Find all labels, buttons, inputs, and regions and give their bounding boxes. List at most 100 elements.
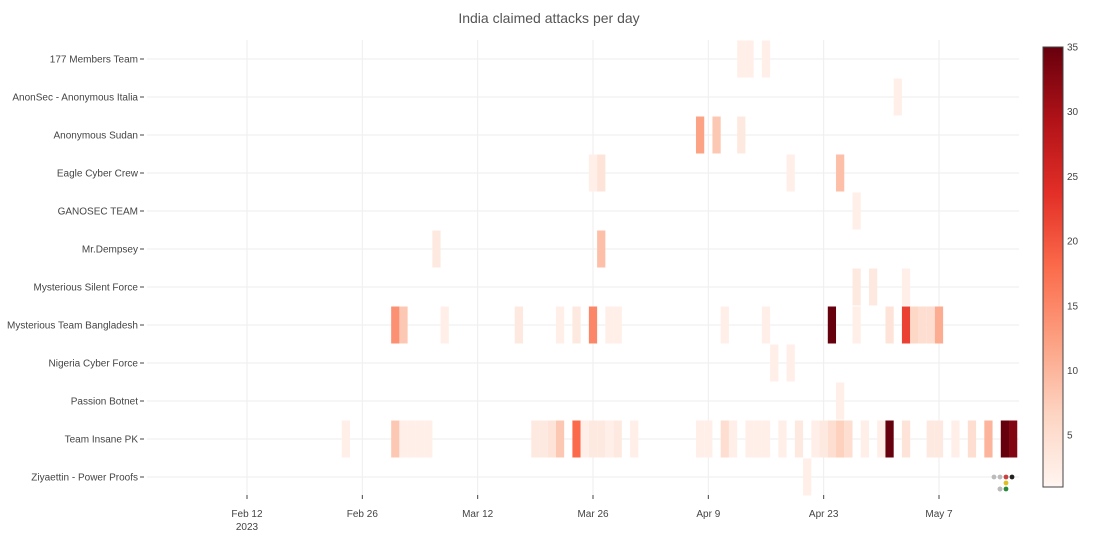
heatmap-cell[interactable]	[877, 420, 886, 458]
y-tick-label: Anonymous Sudan	[53, 131, 138, 142]
heatmap-cell[interactable]	[926, 420, 935, 458]
heatmap-cell[interactable]	[605, 306, 614, 344]
heatmap-cell[interactable]	[737, 116, 746, 154]
heatmap-cell[interactable]	[424, 420, 433, 458]
heatmap-cell[interactable]	[1009, 420, 1018, 458]
heatmap-cell[interactable]	[539, 420, 548, 458]
heatmap-cell[interactable]	[399, 420, 408, 458]
heatmap-cell[interactable]	[761, 40, 771, 78]
heatmap-cell[interactable]	[811, 420, 820, 458]
heatmap-cell[interactable]	[547, 420, 556, 458]
toolbar-dot-icon[interactable]	[1003, 486, 1009, 492]
heatmap-cell[interactable]	[588, 420, 598, 458]
heatmap-cell[interactable]	[794, 420, 804, 458]
chart-toolbar[interactable]	[991, 474, 1015, 492]
heatmap-cell[interactable]	[836, 420, 845, 458]
heatmap-cell[interactable]	[745, 40, 754, 78]
chart-title: India claimed attacks per day	[458, 10, 639, 26]
heatmap-cell[interactable]	[531, 420, 540, 458]
heatmap-cell[interactable]	[572, 306, 581, 344]
heatmap-cell[interactable]	[918, 306, 927, 344]
heatmap-cell[interactable]	[967, 420, 977, 458]
y-tick-label: Mr.Dempsey	[82, 245, 138, 256]
heatmap-cell[interactable]	[901, 420, 911, 458]
heatmap-cell[interactable]	[951, 420, 960, 458]
heatmap-cell[interactable]	[391, 420, 400, 458]
heatmap-cell[interactable]	[613, 306, 622, 344]
heatmap-cell[interactable]	[934, 306, 944, 344]
heatmap-cell[interactable]	[737, 40, 746, 78]
heatmap-cell[interactable]	[926, 306, 935, 344]
heatmap-cell[interactable]	[901, 268, 911, 306]
heatmap-cell[interactable]	[399, 306, 408, 344]
y-tick-label: 177 Members Team	[50, 55, 138, 66]
toolbar-dot-icon[interactable]	[991, 474, 997, 480]
heatmap-cell[interactable]	[910, 306, 919, 344]
heatmap-cell[interactable]	[827, 306, 837, 344]
heatmap-cell[interactable]	[786, 344, 795, 382]
heatmap-cell[interactable]	[852, 192, 861, 230]
heatmap-cell[interactable]	[580, 420, 589, 458]
heatmap-cell[interactable]	[704, 420, 713, 458]
heatmap-cell[interactable]	[860, 420, 869, 458]
heatmap-cell[interactable]	[695, 420, 705, 458]
heatmap-cell[interactable]	[852, 268, 861, 306]
heatmap-cell[interactable]	[844, 420, 853, 458]
heatmap-cell[interactable]	[901, 306, 911, 344]
heatmap-cell[interactable]	[728, 420, 738, 458]
heatmap-cell[interactable]	[712, 116, 721, 154]
heatmap-cell[interactable]	[827, 420, 837, 458]
heatmap-cell[interactable]	[934, 420, 944, 458]
heatmap-cell[interactable]	[432, 230, 441, 268]
heatmap-cell[interactable]	[720, 420, 729, 458]
heatmap-cell[interactable]	[836, 154, 845, 192]
heatmap-cell[interactable]	[391, 306, 400, 344]
x-tick-sublabel: 2023	[236, 522, 259, 533]
heatmap-cell[interactable]	[778, 420, 787, 458]
heatmap-cell[interactable]	[1000, 420, 1010, 458]
heatmap-cell[interactable]	[720, 306, 729, 344]
heatmap-cell[interactable]	[407, 420, 416, 458]
heatmap-cell[interactable]	[605, 420, 614, 458]
y-tick-label: Ziyaettin - Power Proofs	[31, 473, 138, 484]
heatmap-cell[interactable]	[597, 230, 606, 268]
heatmap-cell[interactable]	[819, 420, 828, 458]
heatmap-cell[interactable]	[885, 420, 894, 458]
heatmap-cell[interactable]	[745, 420, 754, 458]
heatmap-cell[interactable]	[572, 420, 581, 458]
toolbar-dot-icon[interactable]	[997, 486, 1003, 492]
heatmap-cell[interactable]	[588, 306, 598, 344]
toolbar-dot-icon[interactable]	[1003, 474, 1009, 480]
heatmap-cell[interactable]	[440, 306, 449, 344]
heatmap-cell[interactable]	[630, 420, 639, 458]
heatmap-cell[interactable]	[852, 306, 861, 344]
heatmap-cell[interactable]	[613, 420, 622, 458]
heatmap-cell[interactable]	[786, 154, 795, 192]
heatmap-cell[interactable]	[803, 458, 812, 496]
heatmap-cell[interactable]	[695, 116, 705, 154]
heatmap-cell[interactable]	[761, 420, 771, 458]
heatmap-cell[interactable]	[341, 420, 350, 458]
heatmap-cell[interactable]	[761, 306, 771, 344]
heatmap-cell[interactable]	[597, 154, 606, 192]
heatmap-cell[interactable]	[893, 78, 902, 116]
heatmap-cell[interactable]	[588, 154, 598, 192]
toolbar-dot-icon[interactable]	[1009, 474, 1015, 480]
heatmap-cell[interactable]	[555, 420, 565, 458]
heatmap-cell[interactable]	[885, 306, 894, 344]
heatmap-cell[interactable]	[555, 306, 565, 344]
heatmap-cell[interactable]	[836, 382, 845, 420]
y-tick-label: Nigeria Cyber Force	[49, 359, 139, 370]
x-tick-label: Feb 12	[231, 509, 263, 520]
heatmap-cell[interactable]	[753, 420, 762, 458]
heatmap-cell[interactable]	[597, 420, 606, 458]
heatmap-cell[interactable]	[415, 420, 425, 458]
heatmap-cell[interactable]	[868, 268, 878, 306]
heatmap-cell[interactable]	[984, 420, 993, 458]
toolbar-dot-icon[interactable]	[1003, 480, 1009, 486]
x-tick-label: Apr 23	[809, 509, 839, 520]
heatmap-cell[interactable]	[770, 344, 779, 382]
toolbar-dot-icon[interactable]	[997, 474, 1003, 480]
heatmap-cell[interactable]	[514, 306, 523, 344]
